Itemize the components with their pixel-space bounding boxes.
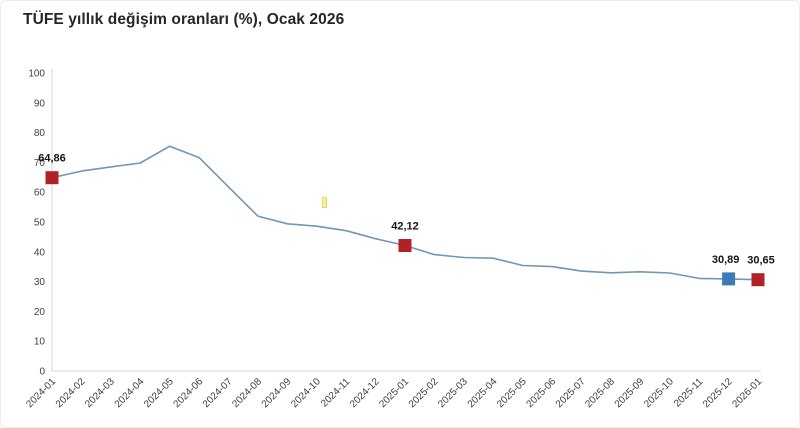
x-tick-label: 2025-04 — [466, 376, 500, 410]
x-tick-label: 2025-02 — [407, 376, 441, 410]
x-tick-label: 2025-06 — [524, 376, 558, 410]
x-tick-label: 2026-01 — [730, 376, 764, 410]
y-tick-label: 80 — [34, 128, 46, 139]
data-point-label: 30,89 — [712, 254, 740, 266]
x-tick-label: 2025-09 — [613, 376, 647, 410]
x-tick-label: 2024-12 — [348, 376, 382, 410]
y-tick-label: 90 — [34, 98, 46, 109]
x-tick-label: 2024-06 — [171, 376, 205, 410]
data-point-label: 42,12 — [391, 221, 419, 233]
y-tick-label: 60 — [34, 188, 46, 199]
data-marker — [722, 272, 736, 286]
x-tick-label: 2024-01 — [24, 376, 58, 410]
x-tick-label: 2025-10 — [642, 376, 676, 410]
x-tick-label: 2024-03 — [83, 376, 117, 410]
line-series — [51, 145, 759, 281]
y-tick-label: 20 — [34, 307, 46, 318]
x-tick-label: 2025-03 — [436, 376, 470, 410]
x-tick-label: 2024-08 — [230, 376, 264, 410]
data-marker — [398, 239, 412, 252]
x-tick-label: 2025-11 — [672, 376, 706, 410]
x-tick-label: 2024-07 — [201, 376, 235, 410]
y-tick-label: 70 — [34, 158, 46, 169]
x-tick-label: 2024-04 — [113, 376, 147, 410]
y-tick-label: 50 — [34, 218, 46, 229]
y-tick-label: 40 — [34, 247, 46, 258]
x-tick-label: 2024-09 — [260, 376, 294, 410]
data-point-label: 30,65 — [747, 255, 775, 267]
x-tick-label: 2024-11 — [319, 376, 353, 410]
data-marker — [45, 171, 59, 185]
x-tick-label: 2024-10 — [289, 376, 323, 410]
y-tick-label: 30 — [34, 277, 46, 288]
yellow-cursor-artifact — [322, 197, 327, 208]
y-tick-label: 0 — [39, 367, 45, 378]
x-tick-label: 2025-12 — [701, 376, 735, 410]
x-tick-label: 2024-05 — [142, 376, 176, 410]
data-point-label: 64,86 — [38, 153, 66, 165]
axis-lines — [51, 69, 761, 372]
data-marker — [751, 273, 765, 287]
x-tick-label: 2025-05 — [495, 376, 529, 410]
x-tick-label: 2025-07 — [554, 376, 588, 410]
y-tick-label: 100 — [28, 69, 45, 80]
x-tick-label: 2025-08 — [583, 376, 617, 410]
x-tick-label: 2024-02 — [54, 376, 88, 410]
chart-title: TÜFE yıllık değişim oranları (%), Ocak 2… — [23, 11, 345, 28]
y-tick-label: 10 — [34, 337, 46, 348]
x-tick-label: 2025-01 — [377, 376, 411, 410]
